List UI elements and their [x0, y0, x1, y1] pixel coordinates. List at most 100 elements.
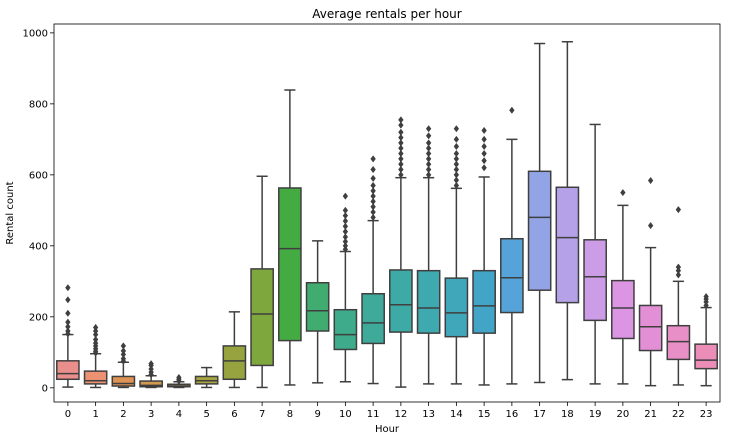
outlier-point: [398, 121, 404, 129]
outlier-point: [453, 135, 460, 143]
box-hour-4: [167, 373, 191, 389]
x-tick-label: 15: [478, 409, 491, 420]
iqr-box: [361, 292, 385, 345]
x-tick-label: 18: [561, 409, 574, 420]
x-tick-label: 1: [92, 409, 98, 420]
iqr-box: [278, 187, 302, 342]
outlier-point: [675, 263, 682, 271]
outlier-point: [509, 106, 515, 114]
x-tick-label: 12: [395, 409, 408, 420]
outlier-point: [647, 221, 654, 230]
box-hour-16: [500, 106, 524, 385]
plot-area: [56, 40, 718, 389]
iqr-box: [666, 324, 691, 361]
outlier-point: [92, 323, 99, 332]
outlier-point: [370, 181, 376, 190]
x-tick-label: 6: [231, 409, 237, 420]
outlier-point: [342, 212, 349, 220]
y-tick-label: 400: [29, 241, 48, 252]
outlier-point: [65, 309, 71, 317]
outlier-point: [342, 222, 349, 230]
box-hour-11: [361, 155, 385, 385]
iqr-box: [611, 279, 635, 340]
outlier-point: [370, 187, 376, 195]
outlier-point: [370, 203, 376, 211]
x-tick-label: 20: [617, 409, 630, 420]
outlier-point: [453, 155, 460, 163]
box-hour-0: [56, 284, 80, 388]
x-tick-label: 7: [259, 409, 265, 420]
outlier-point: [398, 116, 404, 124]
outlier-point: [425, 160, 432, 168]
box-hour-19: [583, 123, 607, 385]
outlier-point: [703, 292, 709, 301]
outlier-point: [370, 197, 376, 206]
box-hour-10: [333, 192, 358, 383]
outlier-point: [176, 373, 182, 382]
x-tick-label: 17: [533, 409, 546, 420]
x-tick-label: 4: [176, 409, 182, 420]
outlier-point: [120, 347, 127, 355]
outlier-point: [481, 135, 487, 143]
outlier-point: [65, 318, 71, 326]
box-hour-8: [278, 89, 302, 386]
box-hour-3: [139, 360, 163, 389]
x-tick-label: 10: [339, 409, 352, 420]
iqr-box: [56, 360, 80, 381]
iqr-box: [305, 281, 330, 332]
outlier-point: [370, 208, 376, 216]
outlier-point: [370, 213, 376, 222]
outlier-point: [398, 160, 404, 168]
x-tick-label: 11: [367, 409, 380, 420]
outlier-point: [342, 242, 349, 250]
box-hour-15: [472, 126, 496, 386]
outlier-point: [398, 139, 404, 147]
box-hour-18: [555, 40, 580, 381]
outlier-point: [342, 192, 349, 200]
outlier-point: [120, 342, 127, 350]
outlier-point: [453, 176, 460, 184]
outlier-point: [65, 327, 71, 335]
outlier-point: [65, 323, 71, 331]
x-tick-label: 3: [148, 409, 154, 420]
iqr-box: [638, 304, 663, 352]
y-axis: 0 200 400 600 800 1000: [23, 28, 54, 394]
iqr-box: [139, 380, 163, 388]
outlier-point: [481, 126, 487, 135]
box-hour-13: [416, 125, 441, 385]
outlier-point: [481, 157, 487, 165]
x-tick-label: 8: [287, 409, 293, 420]
outlier-point: [425, 149, 432, 158]
outlier-point: [370, 192, 376, 200]
x-tick-label: 0: [65, 409, 71, 420]
outlier-point: [342, 233, 349, 241]
outlier-point: [425, 155, 432, 163]
outlier-point: [425, 139, 432, 147]
box-hour-22: [666, 206, 691, 386]
box-hour-17: [527, 42, 552, 384]
outlier-point: [342, 217, 349, 225]
x-tick-label: 16: [506, 409, 519, 420]
outlier-point: [342, 228, 349, 236]
outlier-point: [425, 132, 432, 140]
iqr-box: [527, 170, 552, 291]
x-tick-label: 14: [450, 409, 463, 420]
outlier-point: [398, 144, 404, 152]
iqr-box: [694, 343, 718, 370]
y-tick-label: 1000: [23, 28, 48, 39]
y-axis-label: Rental count: [5, 181, 16, 244]
outlier-point: [370, 155, 376, 163]
x-axis: 0 1 2 3 4 5 6 7 8 9 10 11 12 13 14 15 16 17 18 19 20 21 22 23: [65, 402, 712, 420]
x-tick-label: 21: [644, 409, 657, 420]
outlier-point: [481, 149, 487, 158]
box-hour-1: [83, 323, 108, 389]
outlier-point: [92, 335, 99, 344]
outlier-point: [398, 128, 404, 136]
outlier-point: [398, 165, 404, 174]
box-hour-5: [194, 366, 219, 389]
outlier-point: [425, 165, 432, 174]
x-tick-label: 5: [203, 409, 209, 420]
box-hour-14: [444, 125, 469, 385]
outlier-point: [398, 149, 404, 158]
